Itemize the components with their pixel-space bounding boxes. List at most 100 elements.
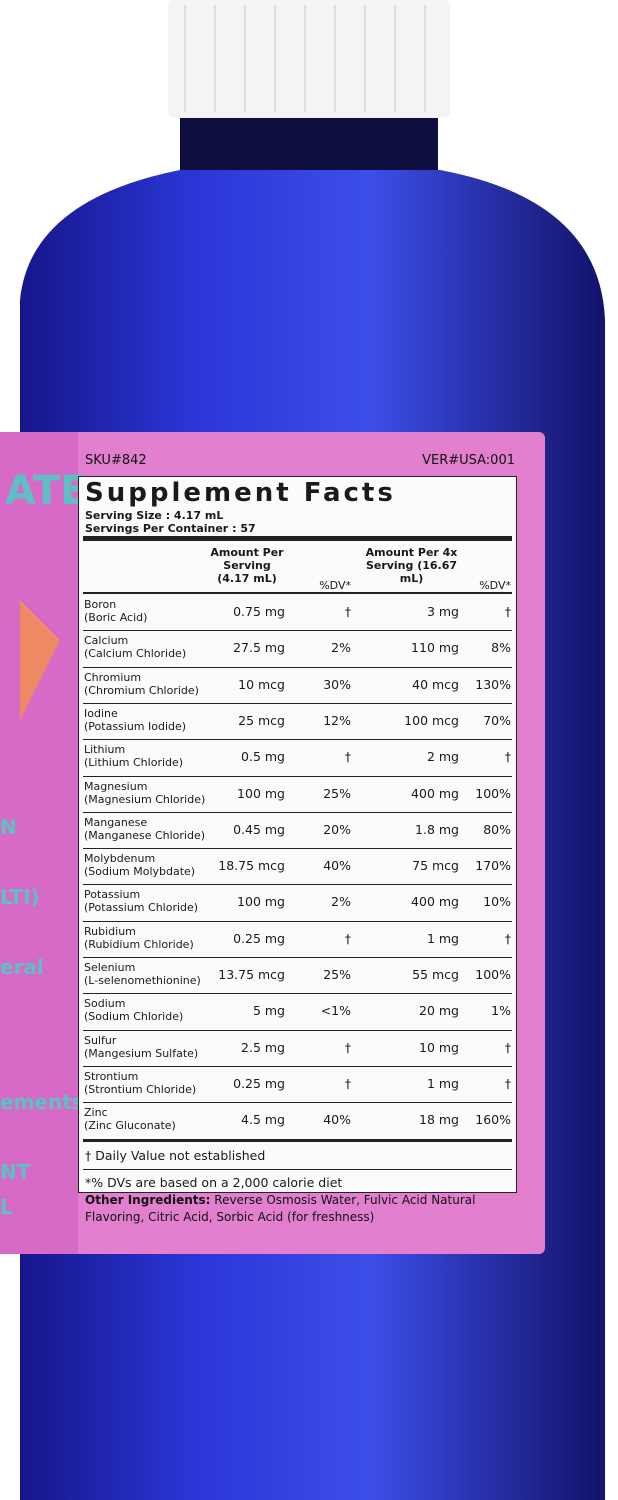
other-ingredients: Other Ingredients: Reverse Osmosis Water… — [85, 1192, 505, 1226]
rule — [83, 592, 512, 594]
column-header: Amount Per 4x Serving (16.67 mL) — [365, 546, 458, 585]
amount: 40% — [323, 858, 351, 874]
amount: 80% — [483, 821, 511, 837]
serving-size-label: Serving Size — [85, 509, 162, 522]
amount: 100% — [475, 785, 511, 801]
nutrient: Zinc — [84, 1106, 108, 1120]
rule — [83, 1102, 512, 1104]
footnote: *% DVs are based on a 2,000 calorie diet — [85, 1174, 343, 1190]
nutrient: Selenium — [84, 961, 136, 974]
nutrient-source: (Chromium Chloride) — [84, 683, 199, 697]
nutrient: Lithium — [84, 743, 126, 757]
amount: 170% — [475, 858, 511, 874]
amount: 1.8 mg — [415, 821, 459, 837]
rule — [83, 702, 512, 704]
amount: 10% — [483, 894, 511, 910]
amount: † — [504, 604, 511, 619]
rule — [83, 884, 512, 886]
amount: 100 mcg — [404, 712, 459, 728]
other-text: Reverse Osmosis Water, Fulvic Acid Natur… — [85, 1193, 476, 1224]
nutrient-source: (Calcium Chloride) — [84, 647, 187, 661]
amount: 400 mg — [411, 785, 459, 801]
rule — [83, 811, 512, 813]
amount: 13.75 mcg — [218, 967, 285, 982]
amount: 2% — [331, 640, 351, 656]
amount: 10 mcg — [238, 676, 285, 692]
column-header: %DV* — [479, 579, 511, 592]
amount: 25 mcg — [238, 712, 285, 728]
amount: 0.5 mg — [241, 749, 285, 765]
amount: 2 mg — [426, 749, 459, 765]
nutrient-source: (Zinc Gluconate) — [84, 1119, 176, 1133]
amount: † — [504, 930, 511, 946]
nutrient-source: (Boric Acid) — [84, 611, 148, 624]
rule — [83, 666, 512, 668]
nutrient-source: (Rubidium Chloride) — [84, 937, 194, 951]
nutrient-source: (Sodium Chloride) — [84, 1010, 184, 1024]
rule — [83, 1065, 512, 1067]
nutrient: Rubidium — [84, 924, 136, 938]
nutrient: Boron — [84, 598, 117, 611]
rule — [83, 920, 512, 922]
servings: : 57 — [232, 522, 256, 535]
nutrient: Calcium — [84, 634, 129, 648]
amount: † — [344, 1075, 351, 1091]
column-header: Amount Per Serving (4.17 mL) — [210, 546, 284, 585]
amount: 110 mg — [411, 640, 459, 656]
facts-title: Supplement Facts — [85, 478, 396, 508]
amount: 1% — [491, 1003, 511, 1019]
label-fragment: eral — [0, 955, 44, 979]
nutrient-source: (Strontium Chloride) — [84, 1082, 197, 1096]
label-fragment: N — [0, 815, 17, 839]
column-header: %DV* — [319, 579, 351, 592]
amount: 40% — [323, 1112, 351, 1128]
amount: 2% — [331, 894, 351, 910]
amount: <1% — [320, 1003, 351, 1019]
amount: 25% — [323, 967, 351, 982]
amount: 8% — [491, 640, 511, 656]
amount: 20% — [323, 821, 351, 837]
nutrient-source: (Manganese Chloride) — [84, 828, 206, 842]
amount: † — [504, 749, 511, 765]
amount: † — [344, 1039, 351, 1055]
nutrient: Magnesium — [84, 779, 148, 793]
nutrient: Iodine — [84, 706, 118, 720]
amount: 18.75 mcg — [218, 858, 285, 874]
rule — [83, 1138, 512, 1142]
amount: † — [344, 604, 351, 619]
rule — [83, 739, 512, 741]
amount: 160% — [475, 1112, 511, 1128]
amount: 1 mg — [426, 930, 459, 946]
amount: 0.45 mg — [233, 821, 285, 837]
amount: 18 mg — [419, 1112, 459, 1128]
amount: 10 mg — [419, 1039, 459, 1055]
nutrient: Chromium — [84, 670, 142, 684]
amount: 1 mg — [426, 1075, 459, 1091]
amount: 20 mg — [419, 1003, 459, 1019]
amount: † — [504, 1039, 511, 1055]
nutrient-source: (Potassium Iodide) — [84, 719, 187, 733]
nutrient: Potassium — [84, 888, 141, 902]
amount: 55 mcg — [412, 967, 459, 982]
amount: 30% — [323, 676, 351, 692]
amount: 25% — [323, 785, 351, 801]
nutrient: Molybdenum — [84, 852, 156, 866]
amount: 130% — [475, 676, 511, 692]
nutrient: Sodium — [84, 997, 126, 1011]
amount: 100 mg — [237, 894, 285, 910]
amount: 27.5 mg — [233, 640, 285, 656]
nutrient-source: (Mangesium Sulfate) — [84, 1046, 199, 1060]
amount: 400 mg — [411, 894, 459, 910]
serving-size: : 4.17 mL — [165, 509, 224, 522]
amount: † — [344, 930, 351, 946]
supplement-facts: Supplement Facts Serving Size : 4.17 mL … — [78, 476, 517, 1193]
other-label: Other Ingredients: — [85, 1193, 211, 1207]
amount: 0.25 mg — [233, 930, 285, 946]
amount: 100 mg — [237, 785, 285, 801]
label-fragment: L — [0, 1195, 13, 1219]
label-fragment: ATE — [5, 468, 88, 514]
amount: 12% — [323, 712, 351, 728]
rule — [83, 630, 512, 632]
nutrient: Strontium — [84, 1069, 139, 1083]
